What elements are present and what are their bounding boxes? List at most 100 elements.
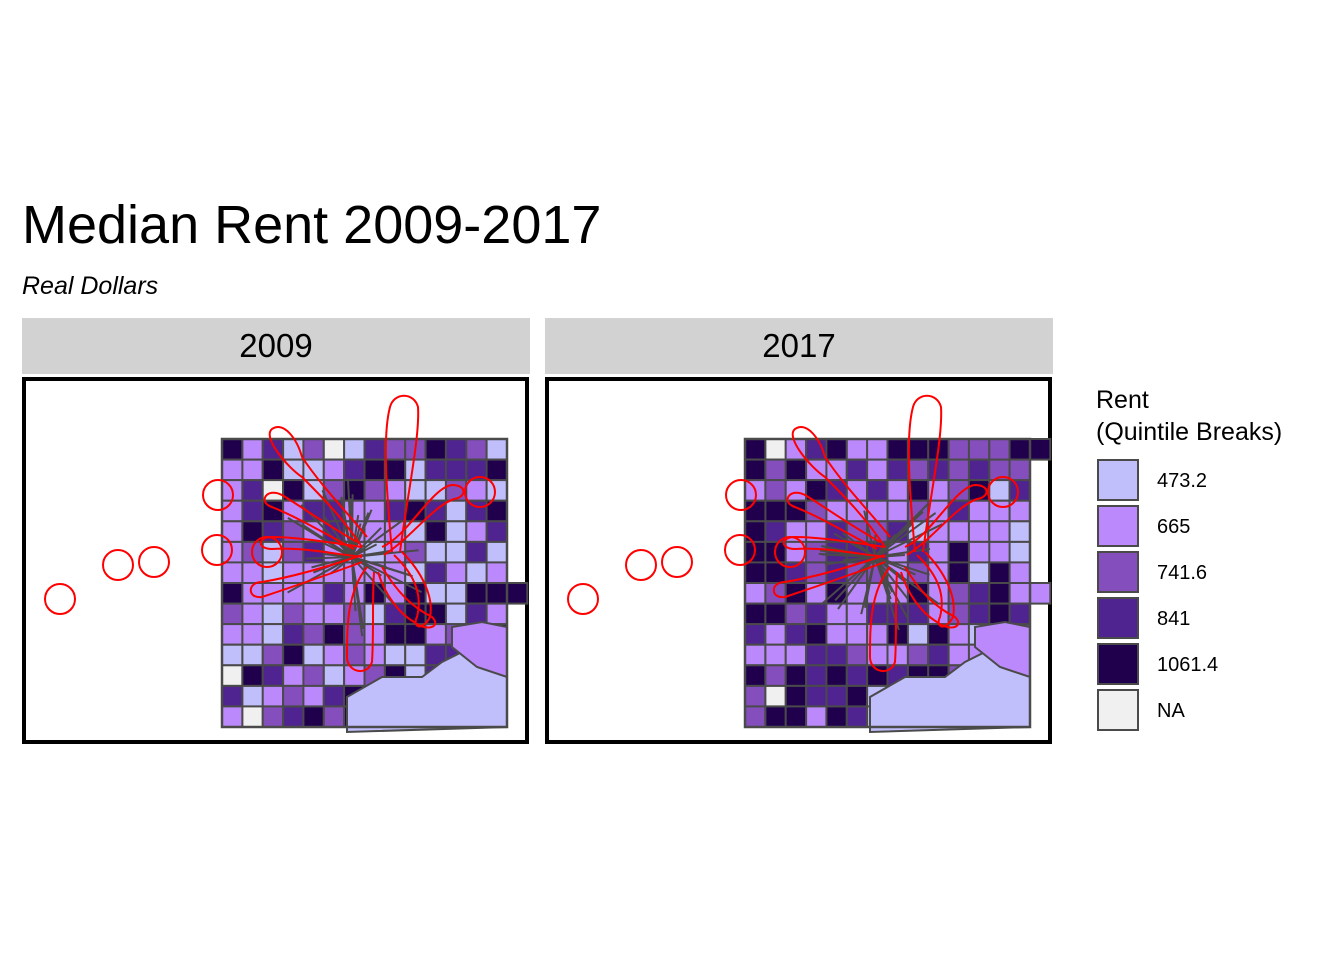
service-boundary: [263, 491, 358, 550]
census-tract: [845, 643, 869, 667]
service-boundary: [259, 535, 363, 558]
census-tract: [764, 602, 787, 626]
census-tract: [424, 540, 448, 564]
census-tract: [764, 479, 787, 502]
census-tract: [764, 705, 787, 728]
service-boundary: [268, 426, 368, 548]
census-tract: [465, 582, 488, 605]
census-tract: [744, 458, 767, 482]
census-tract: [241, 479, 264, 502]
census-tract: [744, 623, 767, 646]
tract-boundary-line: [351, 527, 382, 558]
census-tract: [322, 664, 346, 687]
map-panel-2009: [22, 377, 529, 744]
census-tract: [886, 643, 909, 667]
census-tract: [764, 684, 787, 708]
census-tract: [744, 582, 767, 605]
tract-boundary-line: [874, 538, 890, 558]
census-tract: [485, 602, 509, 626]
legend-item: 741.6: [1096, 550, 1336, 594]
legend-title-line2: (Quintile Breaks): [1096, 418, 1283, 446]
tract-boundary-line: [341, 511, 353, 558]
census-tract: [221, 643, 244, 667]
census-tract: [784, 458, 808, 482]
census-tract: [241, 438, 264, 461]
service-boundary: [907, 394, 943, 553]
census-tract: [282, 705, 305, 728]
census-tract: [363, 479, 386, 502]
legend-swatch: [1097, 459, 1139, 501]
census-tract: [886, 499, 909, 523]
census-tract: [444, 561, 468, 584]
tract-boundary-line: [301, 523, 353, 558]
census-tract: [424, 479, 448, 502]
census-tract: [221, 664, 244, 687]
service-boundary: [868, 566, 898, 672]
census-tract: [805, 540, 828, 564]
legend-item: 665: [1096, 504, 1336, 548]
tract-boundary-line: [820, 556, 876, 606]
census-tract: [485, 520, 509, 543]
legend-swatch: [1097, 597, 1139, 639]
census-tract: [988, 582, 1011, 605]
tract-layer: [220, 437, 529, 734]
tract-boundary-line: [874, 512, 937, 558]
census-tract: [967, 582, 991, 605]
census-tract: [404, 458, 427, 482]
legend-label: NA: [1157, 700, 1185, 722]
census-tract: [764, 623, 787, 646]
census-tract: [241, 458, 264, 482]
census-tract: [805, 623, 828, 646]
census-tract: [383, 438, 407, 461]
census-tract: [866, 664, 889, 687]
legend-swatch: [1097, 551, 1139, 593]
census-tract: [886, 479, 909, 502]
service-boundary-circle: [464, 476, 496, 508]
census-tract: [465, 602, 488, 626]
map-panel-2017: [545, 377, 1052, 744]
census-tract: [261, 458, 285, 482]
service-boundary-circle: [724, 534, 756, 566]
census-tract: [302, 684, 325, 708]
census-tract: [988, 602, 1011, 626]
census-tract: [383, 643, 407, 667]
census-tract: [241, 705, 264, 728]
service-boundary: [904, 483, 988, 556]
service-boundary-circle: [251, 536, 283, 568]
census-tract: [282, 643, 305, 667]
legend-label: 665: [1157, 516, 1191, 538]
census-tract: [744, 602, 767, 626]
census-tract: [302, 582, 325, 605]
census-tract: [322, 582, 346, 605]
legend-label: 741.6: [1157, 562, 1208, 584]
boundary-layer: [567, 394, 1019, 672]
census-tract: [465, 520, 488, 543]
county-outline: [743, 437, 1032, 729]
census-tract: [866, 499, 889, 523]
census-tract: [302, 643, 325, 667]
census-tract: [302, 438, 325, 461]
census-tract: [322, 705, 346, 728]
census-tract: [322, 623, 346, 646]
census-tract: [805, 643, 828, 667]
census-tract: [383, 458, 407, 482]
census-tract: [947, 438, 971, 461]
census-tract: [221, 458, 244, 482]
legend-swatch: [1097, 689, 1139, 731]
service-boundary-circle: [201, 534, 233, 566]
service-boundary-circle: [102, 549, 134, 581]
service-boundary-circle: [774, 536, 806, 568]
census-tract: [825, 705, 848, 728]
census-tract: [744, 705, 767, 728]
census-tract: [967, 458, 991, 482]
census-tract: [784, 684, 808, 708]
tract-boundary-line: [305, 556, 353, 560]
census-tract: [343, 664, 366, 687]
census-tract: [947, 458, 971, 482]
service-boundary: [900, 566, 960, 629]
census-tract: [261, 664, 285, 687]
census-tract: [744, 438, 767, 461]
census-tract: [906, 623, 930, 646]
legend-item: 1061.4: [1096, 642, 1336, 686]
census-tract: [302, 664, 325, 687]
